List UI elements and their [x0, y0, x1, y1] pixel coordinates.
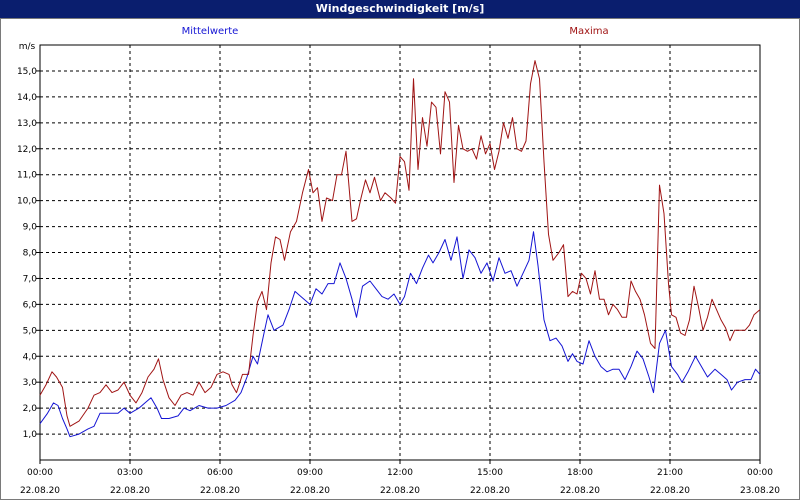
- chart-title: Windgeschwindigkeit [m/s]: [0, 0, 800, 18]
- y-tick-label: 11,0: [17, 171, 37, 181]
- x-tick-date-label: 22.08.20: [650, 486, 690, 496]
- series-lines: [39, 60, 761, 438]
- x-tick-time-label: 03:00: [117, 468, 143, 478]
- x-tick-time-label: 15:00: [477, 468, 503, 478]
- y-tick-label: 5,0: [23, 326, 38, 336]
- y-tick-label: 13,0: [17, 119, 37, 129]
- y-tick-label: 15,0: [17, 67, 37, 77]
- x-tick-date-label: 22.08.20: [110, 486, 150, 496]
- y-tick-label: 12,0: [17, 145, 37, 155]
- x-tick-time-label: 06:00: [207, 468, 233, 478]
- x-tick-time-label: 00:00: [747, 468, 773, 478]
- x-tick-date-label: 22.08.20: [380, 486, 420, 496]
- x-tick-time-label: 12:00: [387, 468, 413, 478]
- x-tick-date-label: 22.08.20: [20, 486, 60, 496]
- x-tick-date-label: 22.08.20: [470, 486, 510, 496]
- x-tick-date-label: 22.08.20: [560, 486, 600, 496]
- x-axis-ticks: 00:00 22.08.20 03:00 22.08.20 06:00 22.08.20 0…: [20, 460, 780, 496]
- grid-lines: [40, 45, 760, 460]
- x-tick-date-label: 22.08.20: [290, 486, 330, 496]
- x-tick-date-label: 22.08.20: [200, 486, 240, 496]
- y-tick-label: 14,0: [17, 93, 37, 103]
- x-tick-date-label: 23.08.20: [740, 486, 780, 496]
- y-axis-ticks: 1,0 2,0 3,0 4,0 5,0 6,0 7,0 8,0 9,0 10,0 11,0 12,0 1…: [17, 67, 40, 440]
- y-tick-label: 6,0: [23, 300, 38, 310]
- y-tick-label: 1,0: [23, 430, 38, 440]
- x-tick-time-label: 09:00: [297, 468, 323, 478]
- y-tick-label: 8,0: [23, 249, 38, 259]
- series-line-mittelwerte: [39, 231, 761, 438]
- legend-mittelwerte: Mittelwerte: [182, 26, 239, 37]
- y-tick-label: 7,0: [23, 274, 38, 284]
- y-tick-label: 9,0: [23, 223, 38, 233]
- y-axis-unit-label: m/s: [19, 42, 36, 52]
- y-tick-label: 10,0: [17, 197, 37, 207]
- y-tick-label: 2,0: [23, 404, 38, 414]
- x-tick-time-label: 00:00: [27, 468, 53, 478]
- legend-maxima: Maxima: [569, 26, 608, 37]
- x-tick-time-label: 21:00: [657, 468, 683, 478]
- x-tick-time-label: 18:00: [567, 468, 593, 478]
- y-tick-label: 3,0: [23, 378, 38, 388]
- y-tick-label: 4,0: [23, 352, 38, 362]
- series-line-maxima: [39, 60, 761, 427]
